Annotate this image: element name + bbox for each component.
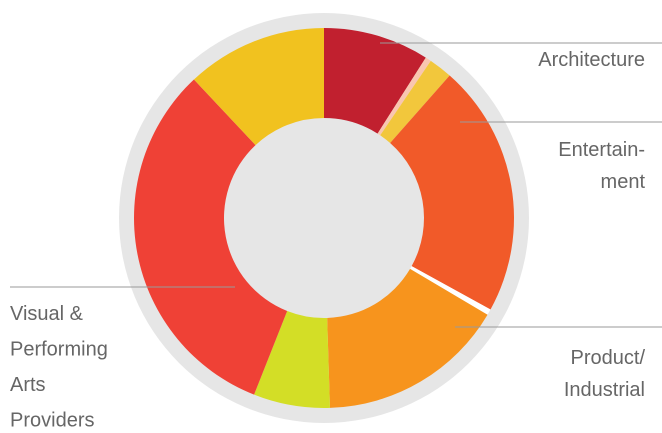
category-label: Architecture (538, 49, 645, 71)
slice (254, 310, 330, 408)
slice (193, 28, 324, 146)
slice (327, 268, 488, 408)
slice (390, 75, 514, 310)
slice (380, 60, 450, 143)
category-label: Entertain-ment (558, 139, 645, 193)
slice (324, 28, 426, 134)
slice (410, 266, 491, 315)
slices (134, 28, 514, 408)
category-label: Visual & Performing Arts Providers (10, 303, 108, 432)
slice (377, 57, 431, 136)
slice (134, 79, 288, 395)
category-label: Product/Industrial (564, 347, 646, 401)
labels: Architecture Entertain-ment Product/Indust… (10, 42, 662, 432)
